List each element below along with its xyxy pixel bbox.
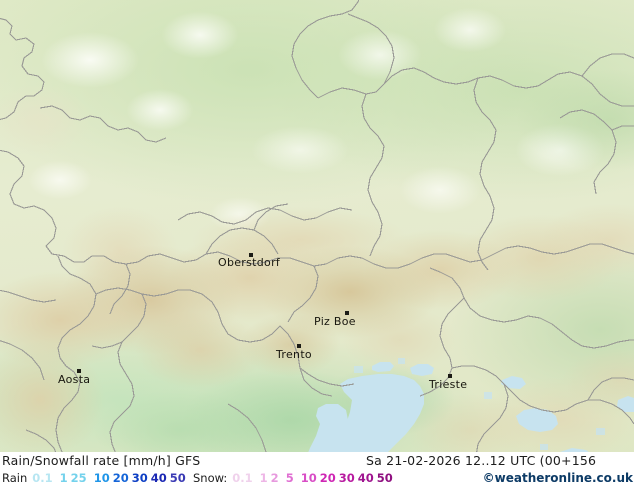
snow-value-2: 2 xyxy=(270,471,279,485)
rain-value-30: 30 xyxy=(131,471,148,485)
rain-value-10: 10 xyxy=(93,471,110,485)
city-dot-icon xyxy=(77,369,81,373)
city-label-text: Oberstdorf xyxy=(218,256,281,269)
rain-value-50: 50 xyxy=(169,471,186,485)
city-label-text: Trieste xyxy=(429,378,468,391)
city-label-text: Trento xyxy=(276,348,312,361)
city-label-text: Aosta xyxy=(58,373,91,386)
snow-value-5: 5 xyxy=(285,471,294,485)
snow-value-1: 1 xyxy=(259,471,268,485)
snow-value-20: 20 xyxy=(319,471,336,485)
copyright-text: ©weatheronline.co.uk xyxy=(482,471,633,485)
snow-value-50: 50 xyxy=(376,471,393,485)
snow-legend-scale: Snow: 0.1 1 2 5 10 20 30 40 50 xyxy=(193,471,396,485)
snow-value-0.1: 0.1 xyxy=(232,471,253,485)
city-dot-icon xyxy=(297,344,301,348)
snow-legend-label: Snow: xyxy=(193,471,228,485)
city-dot-icon xyxy=(249,253,253,257)
city-dot-icon xyxy=(345,311,349,315)
forecast-datetime: Sa 21-02-2026 12..12 UTC (00+156 xyxy=(366,453,597,468)
rain-legend-scale: Rain 0.1 1 25 10 20 30 40 50 xyxy=(2,471,189,485)
snow-value-40: 40 xyxy=(357,471,374,485)
snow-value-30: 30 xyxy=(338,471,355,485)
city-dot-icon xyxy=(448,374,452,378)
rain-value-25: 25 xyxy=(70,471,87,485)
snow-value-10: 10 xyxy=(300,471,317,485)
rain-value-20: 20 xyxy=(112,471,129,485)
rain-value-1: 1 xyxy=(59,471,68,485)
rain-legend-label: Rain xyxy=(2,471,28,485)
rain-value-40: 40 xyxy=(150,471,167,485)
chart-title: Rain/Snowfall rate [mm/h] GFS xyxy=(2,453,201,468)
rain-value-0.1: 0.1 xyxy=(32,471,53,485)
map-footer: Rain/Snowfall rate [mm/h] GFS Sa 21-02-2… xyxy=(0,452,634,490)
city-label-text: Piz Boe xyxy=(314,315,356,328)
